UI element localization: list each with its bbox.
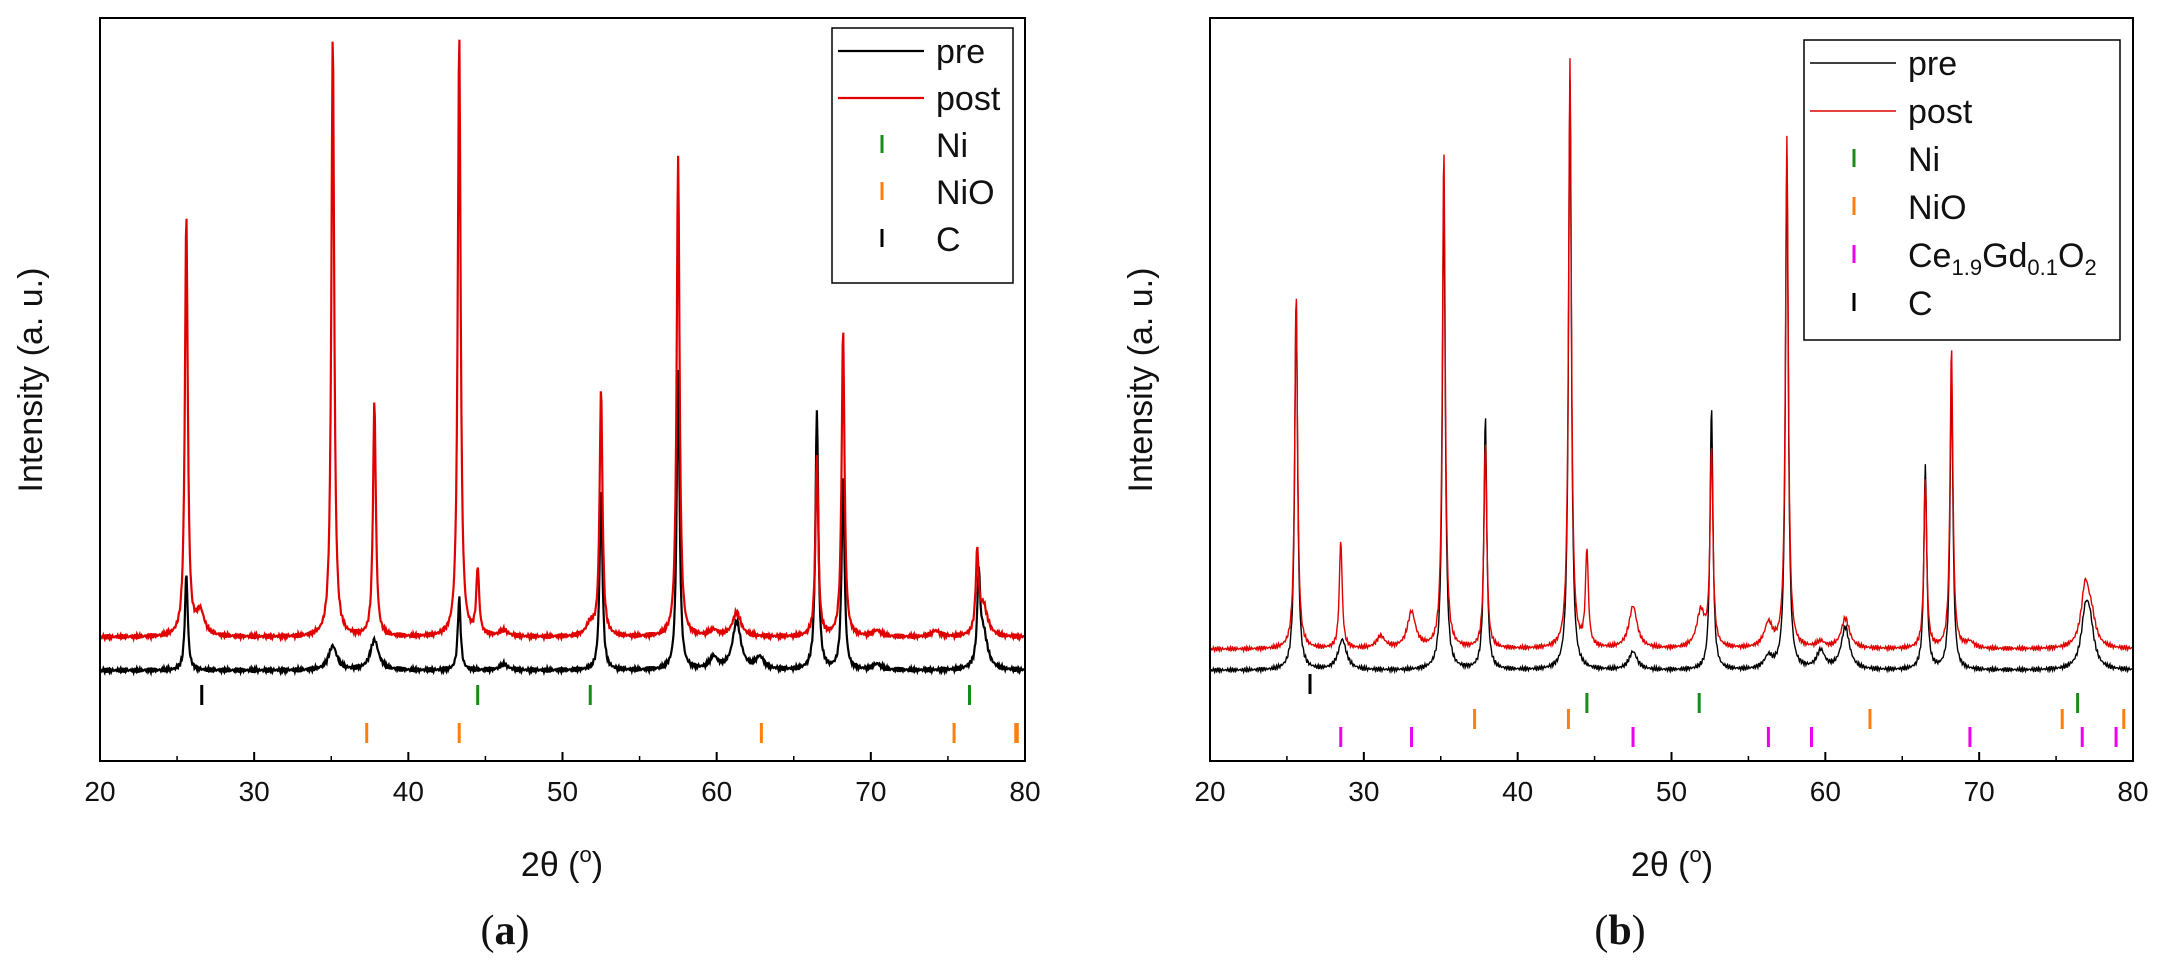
panel-a-series-pre [99,370,1026,677]
panel-b-series-pre [1209,80,2134,675]
panel-b-legend-label: Ce1.9Gd0.1O2 [1908,237,2097,280]
panel-b-xtick-label: 60 [1810,776,1841,807]
panel-b: 20 30 40 50 60 70 80 2θ (o) Intensity (a. u.) … [1122,17,2149,954]
panel-a-legend-label: NiO [936,174,995,212]
panel-b-series-post [1209,58,2134,654]
panel-a-legend-label: post [936,80,1001,118]
panel-b-xlabel-main: 2θ ( [1631,846,1690,884]
panel-b-xtick-label: 70 [1964,776,1995,807]
panel-b-legend-label: NiO [1908,189,1967,227]
panel-b-reference-markers [1308,674,2126,747]
panel-b-legend-label: post [1908,93,1973,131]
panel-b-plot-area [1209,58,2134,747]
panel-b-x-ticks: 20 30 40 50 60 70 80 [1194,752,2149,807]
panel-a-legend-label: pre [936,33,985,71]
panel-b-xtick-label: 80 [2117,776,2148,807]
svg-text:2θ (o): 2θ (o) [1631,842,1713,884]
panel-a-reference-markers [200,685,1019,743]
panel-b-xlabel-close: ) [1702,846,1713,884]
panel-b-xtick-label: 20 [1194,776,1225,807]
panel-b-legend-box [1803,39,2121,341]
panel-a-xtick-label: 40 [393,776,424,807]
panel-b-legend-label: pre [1908,45,1957,83]
panel-b-x-axis-title: 2θ (o) [1631,842,1713,884]
panel-b-legend-item-post: post [1810,93,1973,131]
panel-b-line-post [1209,58,2134,654]
panel-b-legend-label: C [1908,285,1933,323]
panel-a-legend-item-c: C [880,221,961,259]
panel-a-legend-label: Ni [936,127,968,165]
panel-a-xlabel-close: ) [592,846,603,884]
panel-b-legend-item-ce1-9gd0-1o2: Ce1.9Gd0.1O2 [1852,237,2097,280]
panel-b-label: (b) [1594,908,1645,954]
svg-text:2θ (o): 2θ (o) [521,842,603,884]
panel-b-xlabel-sup: o [1690,842,1702,867]
panel-a-y-axis-title: Intensity (a. u.) [12,268,50,493]
panel-a-legend-label: C [936,221,961,259]
panel-b-legend-item-nio: NiO [1852,189,1967,227]
panel-a-label: (a) [481,908,530,954]
panel-a-line-post [99,39,1026,643]
panel-b-xtick-label: 50 [1656,776,1687,807]
panel-a-x-ticks: 20 30 40 50 60 70 80 [84,752,1041,807]
panel-a-legend: pre post Ni NiO C [831,27,1014,284]
panel-a-plot-area [99,39,1026,743]
panel-a-xtick-label: 30 [239,776,270,807]
panel-b-line-pre [1209,80,2134,675]
panel-a-xtick-label: 80 [1009,776,1040,807]
panel-a-legend-item-nio: NiO [880,174,995,212]
panel-a-xlabel-main: 2θ ( [521,846,580,884]
panel-b-xtick-label: 40 [1502,776,1533,807]
panel-a: 20 30 40 50 60 70 80 2θ (o) Intensity (a. u.) … [12,17,1041,954]
panel-a-xtick-label: 20 [84,776,115,807]
panel-b-legend-item-pre: pre [1810,45,1957,83]
panel-a-legend-item-post: post [838,80,1001,118]
panel-a-series-post [99,39,1026,643]
panel-a-xtick-label: 50 [547,776,578,807]
panel-a-xlabel-sup: o [580,842,592,867]
panel-b-legend-item-ni: Ni [1852,141,1940,179]
panel-b-legend: pre post Ni NiO Ce1.9Gd0.1O2 C [1803,39,2121,341]
panel-a-line-pre [99,370,1026,677]
panel-a-xtick-label: 70 [855,776,886,807]
panel-a-legend-item-ni: Ni [880,127,968,165]
panel-a-xtick-label: 60 [701,776,732,807]
panel-a-x-axis-title: 2θ (o) [521,842,603,884]
panel-b-legend-item-c: C [1852,285,1933,323]
panel-b-legend-label: Ni [1908,141,1940,179]
panel-a-legend-item-pre: pre [838,33,985,71]
panel-a-legend-box [831,27,1014,284]
panel-b-y-axis-title: Intensity (a. u.) [1122,268,1160,493]
panel-b-xtick-label: 30 [1348,776,1379,807]
